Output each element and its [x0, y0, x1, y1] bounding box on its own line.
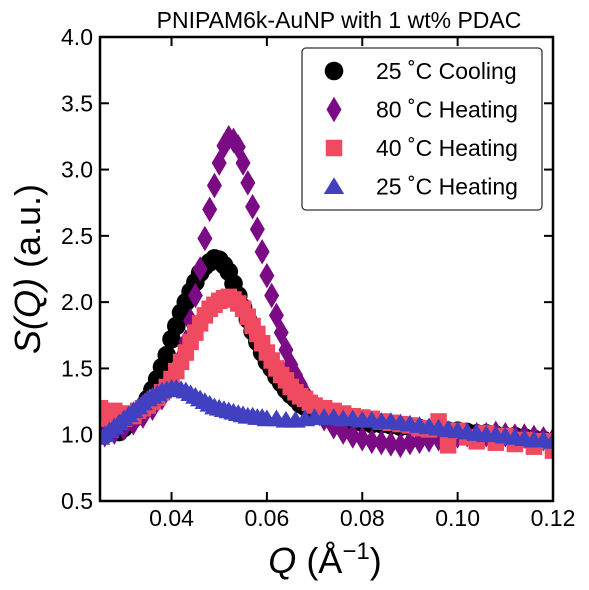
plot-frame: [98, 35, 555, 503]
data-marks: [100, 125, 553, 459]
legend-label: 80 ˚C Heating: [376, 97, 518, 123]
legend-marker: [323, 177, 345, 194]
legend-marker: [324, 61, 344, 81]
data-point: [383, 431, 399, 457]
data-point: [392, 432, 408, 459]
data-point: [373, 429, 389, 456]
x-axis-label: Q (Å−1): [268, 538, 381, 581]
data-point: [202, 196, 218, 223]
y-tick-label: 1.5: [61, 355, 93, 381]
x-axis-label-close: ): [370, 540, 382, 581]
legend: 25 ˚C Cooling 80 ˚C Heating 40 ˚C Heating 2…: [301, 47, 543, 211]
legend-marker: [325, 139, 343, 157]
x-tick-label: 0.08: [340, 505, 385, 531]
legend-label: 40 ˚C Heating: [376, 135, 518, 161]
data-point: [235, 150, 251, 176]
ticks: 0.04 0.06 0.08 0.10 0.12 0.5 1.0 1.5 2.0 2.5 3.0 3.…: [61, 24, 575, 531]
x-axis-label-exponent: −1: [342, 538, 369, 565]
data-point: [187, 282, 203, 309]
data-point: [157, 345, 177, 365]
data-point: [240, 170, 256, 196]
data-point: [544, 442, 553, 459]
y-axis-label-symbol: S(Q): [7, 278, 48, 354]
data-point: [197, 225, 213, 252]
legend-label: 25 ˚C Heating: [376, 174, 518, 200]
y-tick-label: 0.5: [61, 488, 93, 514]
chart-title: PNIPAM6k-AuNP with 1 wt% PDAC: [157, 7, 522, 33]
data-point: [259, 262, 275, 289]
legend-marker: [326, 96, 342, 123]
y-tick-label: 3.5: [61, 90, 93, 116]
x-tick-label: 0.10: [435, 505, 480, 531]
y-tick-label: 2.0: [61, 289, 93, 315]
data-point: [249, 216, 265, 242]
x-axis-label-unit: (Å: [296, 540, 342, 581]
x-tick-label: 0.06: [245, 505, 290, 531]
data-point: [364, 428, 380, 455]
data-point: [542, 432, 553, 449]
x-axis-label-symbol: Q: [268, 540, 296, 581]
data-point: [206, 172, 222, 199]
legend-box: [301, 47, 543, 211]
data-point: [245, 193, 261, 220]
data-point: [254, 239, 270, 265]
y-axis-label: S(Q) (a.u.): [7, 184, 48, 354]
y-tick-label: 3.0: [61, 157, 93, 183]
data-point: [345, 423, 361, 449]
y-tick-label: 1.0: [61, 422, 93, 448]
data-point: [264, 282, 280, 309]
x-tick-label: 0.04: [149, 505, 194, 531]
legend-label: 25 ˚C Cooling: [376, 58, 517, 84]
y-tick-label: 4.0: [61, 24, 93, 50]
x-tick-label: 0.12: [531, 505, 576, 531]
data-point: [354, 425, 370, 452]
data-point: [439, 437, 457, 454]
y-axis-label-unit: (a.u.): [7, 184, 48, 278]
y-tick-label: 2.5: [61, 223, 93, 249]
series-3: [100, 379, 553, 449]
data-point: [192, 256, 208, 282]
